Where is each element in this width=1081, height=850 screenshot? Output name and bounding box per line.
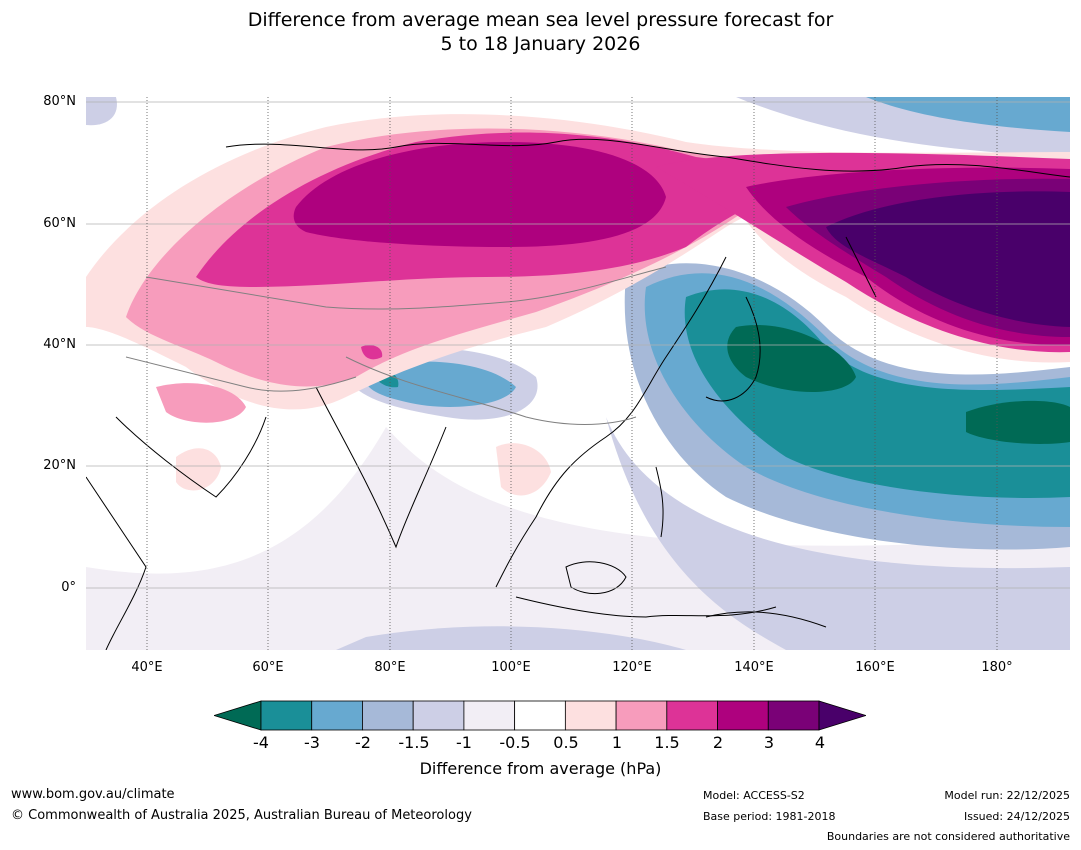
lat-label-40n: 40°N: [43, 337, 76, 352]
coastline-africa: [86, 476, 147, 650]
anomaly-neg2-tibet: [364, 361, 516, 407]
colorbar-tick: 1: [611, 733, 623, 752]
colorbar-segment: [717, 700, 769, 731]
lon-label-60e: 60°E: [252, 660, 284, 675]
colorbar-tick: -3: [304, 733, 320, 752]
lat-label-60n: 60°N: [43, 216, 76, 231]
latitude-gridlines: [86, 101, 1070, 589]
colorbar-segment: [412, 700, 465, 731]
colorbar-segment: [260, 700, 313, 731]
lat-label-80n: 80°N: [43, 94, 76, 109]
colorbar-segment: [767, 700, 820, 731]
lon-label-180: 180°: [981, 660, 1013, 675]
colorbar-tick: 3: [763, 733, 775, 752]
colorbar-tick: -4: [253, 733, 269, 752]
colorbar-tick: -1: [456, 733, 472, 752]
colorbar-tick: 0.5: [553, 733, 579, 752]
colorbar-svg: [212, 700, 868, 731]
lon-label-120e: 120°E: [612, 660, 652, 675]
anomaly-pos4-pacific: [826, 191, 1070, 327]
coastline-philippines: [655, 466, 664, 538]
coastline-new-guinea: [705, 611, 827, 628]
border-china-south: [345, 356, 637, 425]
lon-label-80e: 80°E: [374, 660, 406, 675]
colorbar-segment: [463, 700, 516, 731]
map-canvas: [86, 97, 1070, 650]
longitude-gridlines: [146, 97, 998, 650]
footer-base-period: Base period: 1981-2018: [703, 810, 836, 823]
anomaly-pos05-india: [176, 448, 221, 491]
coastline-borneo: [565, 561, 627, 595]
footer-issued: Issued: 24/12/2025: [963, 810, 1070, 823]
lon-label-140e: 140°E: [734, 660, 774, 675]
colorbar-segment: [666, 700, 718, 731]
pressure-anomaly-map: [86, 97, 1070, 650]
colorbar-segment: [615, 700, 668, 731]
colorbar-arrow-low: [212, 700, 262, 731]
anomaly-neg4-east: [966, 400, 1070, 444]
coastline-india: [315, 386, 447, 549]
anomaly-pos2-eurasia: [293, 142, 666, 247]
footer-copyright: © Commonwealth of Australia 2025, Austra…: [11, 808, 472, 823]
border-middle-east: [125, 356, 357, 392]
coastline-kamchatka: [845, 236, 877, 298]
lon-label-40e: 40°E: [131, 660, 163, 675]
anomaly-pos15-kashmir: [361, 345, 383, 360]
footer-model: Model: ACCESS-S2: [703, 789, 805, 802]
footer-model-run: Model run: 22/12/2025: [944, 789, 1070, 802]
anomaly-neg2-arctic: [866, 97, 1070, 132]
border-central-asia: [145, 266, 667, 310]
lon-label-160e: 160°E: [855, 660, 895, 675]
footer-boundaries: Boundaries are not considered authoritat…: [826, 830, 1070, 843]
colorbar-tick: 1.5: [654, 733, 680, 752]
coastlines: [86, 138, 1070, 650]
title-line-1: Difference from average mean sea level p…: [247, 9, 834, 31]
footer-url[interactable]: www.bom.gov.au/climate: [11, 787, 175, 802]
title-line-2: 5 to 18 January 2026: [440, 33, 641, 55]
colorbar-tick: 4: [814, 733, 826, 752]
coastline-arabia: [115, 416, 267, 498]
anomaly-neg1-south: [606, 417, 1070, 650]
anomaly-pos05-indochina: [496, 443, 551, 496]
lat-label-20n: 20°N: [43, 458, 76, 473]
colorbar-segment: [564, 700, 617, 731]
lat-label-0: 0°: [61, 580, 76, 595]
anomaly-pos15-sw: [156, 383, 246, 423]
colorbar-label: Difference from average (hPa): [419, 759, 662, 778]
country-borders: [125, 266, 667, 425]
colorbar-segment: [362, 700, 414, 731]
chart-title: Difference from average mean sea level p…: [0, 8, 1081, 56]
colorbar-tick: 2: [712, 733, 724, 752]
anomaly-neg1-band: [336, 626, 686, 650]
colorbar: [212, 699, 868, 733]
coastline-eurasia-north: [225, 138, 1070, 178]
coastline-east-asia: [495, 256, 727, 588]
colorbar-tick: -0.5: [499, 733, 531, 752]
colorbar-tick: -2: [355, 733, 371, 752]
coastline-indonesia: [515, 596, 777, 618]
colorbar-segment: [311, 700, 363, 731]
colorbar-segment: [514, 700, 566, 731]
colorbar-tick: -1.5: [398, 733, 430, 752]
anomaly-neg1-westedge: [86, 97, 117, 126]
lon-label-100e: 100°E: [491, 660, 531, 675]
colorbar-arrow-high: [818, 700, 868, 731]
